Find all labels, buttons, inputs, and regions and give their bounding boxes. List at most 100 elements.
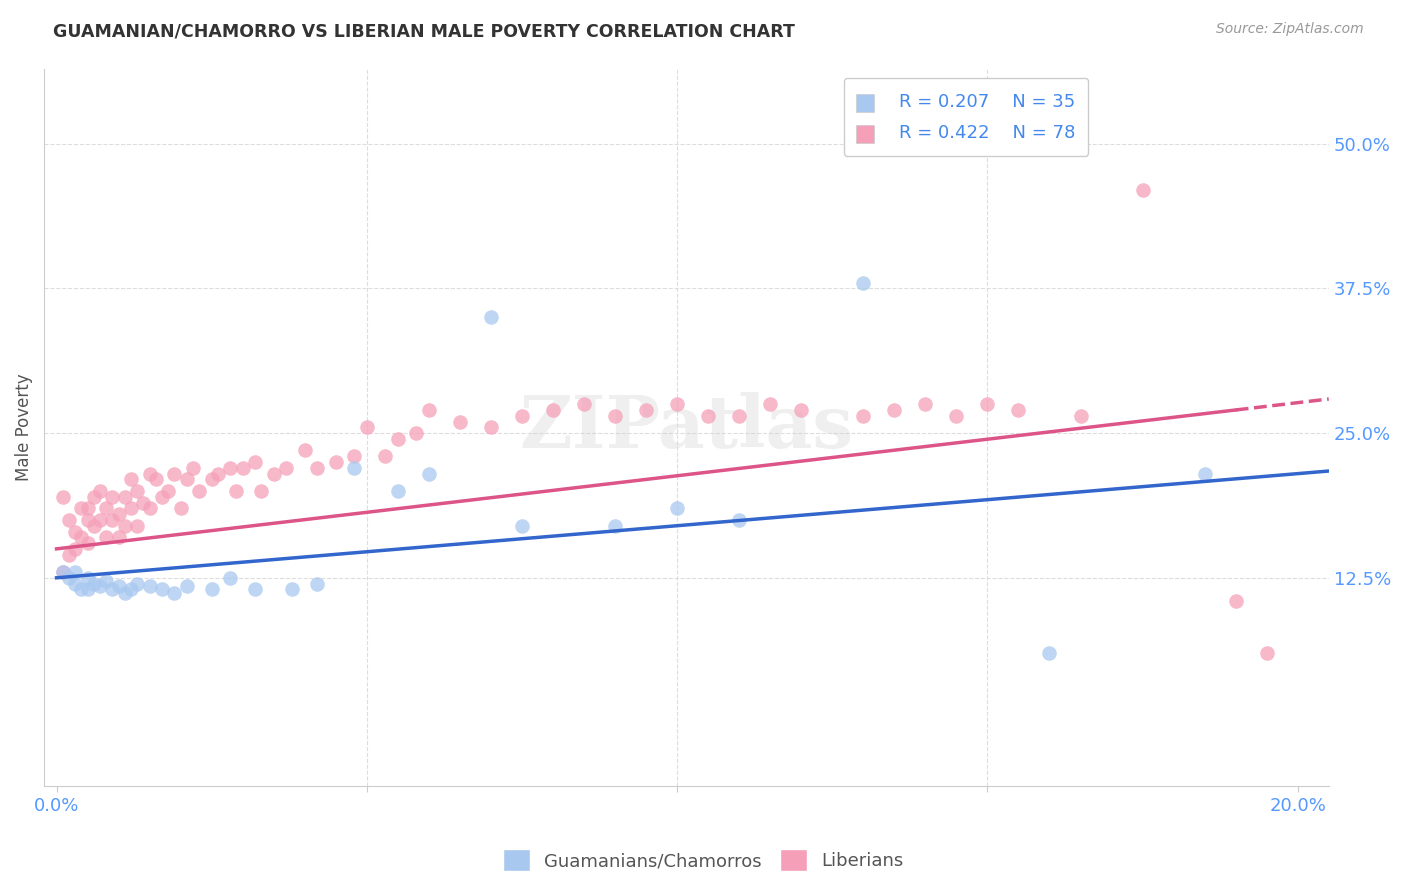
Point [63, 541, 86, 556]
Point [76, 501, 98, 516]
Point [418, 467, 440, 481]
Point [281, 582, 304, 597]
Point [96, 574, 118, 589]
Point [387, 432, 409, 446]
Text: GUAMANIAN/CHAMORRO VS LIBERIAN MALE POVERTY CORRELATION CHART: GUAMANIAN/CHAMORRO VS LIBERIAN MALE POVE… [53, 22, 796, 40]
Point [219, 460, 242, 475]
Point [63, 576, 86, 591]
Point [307, 576, 329, 591]
Point [157, 483, 180, 498]
Point [883, 403, 905, 417]
Point [418, 403, 440, 417]
Point [541, 403, 564, 417]
Point [405, 426, 427, 441]
Point [479, 310, 502, 325]
Point [52, 565, 75, 579]
Point [150, 490, 173, 504]
Point [58, 548, 80, 562]
Text: ZIPatlas: ZIPatlas [519, 392, 853, 463]
Point [70, 530, 93, 544]
Point [243, 455, 266, 469]
Point [107, 530, 129, 544]
Point [343, 460, 366, 475]
Point [666, 501, 689, 516]
Point [510, 409, 533, 423]
Point [387, 483, 409, 498]
Point [243, 582, 266, 597]
Y-axis label: Male Poverty: Male Poverty [15, 374, 32, 481]
Point [76, 513, 98, 527]
Point [63, 524, 86, 539]
Point [76, 582, 98, 597]
Point [138, 501, 160, 516]
Point [63, 565, 86, 579]
Point [83, 490, 105, 504]
Point [307, 460, 329, 475]
Point [325, 455, 347, 469]
Point [1007, 403, 1029, 417]
Point [120, 472, 142, 486]
Point [225, 483, 247, 498]
Point [150, 582, 173, 597]
Point [636, 403, 658, 417]
Point [1194, 467, 1216, 481]
Point [697, 409, 720, 423]
Point [176, 579, 198, 593]
Point [1225, 594, 1247, 608]
Point [120, 582, 142, 597]
Point [219, 571, 242, 585]
Point [145, 472, 167, 486]
Point [790, 403, 813, 417]
Point [120, 501, 142, 516]
Point [114, 490, 136, 504]
Point [83, 576, 105, 591]
Point [176, 472, 198, 486]
Point [976, 397, 998, 411]
Legend: R = 0.207    N = 35, R = 0.422    N = 78: R = 0.207 N = 35, R = 0.422 N = 78 [844, 78, 1088, 156]
Point [250, 483, 273, 498]
Point [132, 495, 155, 509]
Point [58, 571, 80, 585]
Point [127, 483, 149, 498]
Point [138, 579, 160, 593]
Point [76, 536, 98, 550]
Point [163, 586, 186, 600]
Point [169, 501, 191, 516]
Point [58, 513, 80, 527]
Legend: Guamanians/Chamorros, Liberians: Guamanians/Chamorros, Liberians [495, 842, 911, 879]
Point [52, 490, 75, 504]
Point [138, 467, 160, 481]
Point [107, 579, 129, 593]
Point [207, 467, 229, 481]
Point [83, 518, 105, 533]
Point [181, 460, 204, 475]
Point [107, 507, 129, 521]
Point [852, 276, 875, 290]
Point [101, 513, 124, 527]
Point [101, 490, 124, 504]
Point [449, 415, 471, 429]
Point [343, 450, 366, 464]
Point [70, 501, 93, 516]
Text: Source: ZipAtlas.com: Source: ZipAtlas.com [1216, 22, 1364, 37]
Point [127, 518, 149, 533]
Point [374, 450, 396, 464]
Point [52, 565, 75, 579]
Point [1132, 183, 1154, 197]
Point [294, 443, 316, 458]
Point [114, 586, 136, 600]
Point [1256, 646, 1278, 660]
Point [603, 518, 626, 533]
Point [356, 420, 378, 434]
Point [89, 513, 111, 527]
Point [163, 467, 186, 481]
Point [89, 483, 111, 498]
Point [572, 397, 595, 411]
Point [852, 409, 875, 423]
Point [101, 582, 124, 597]
Point [603, 409, 626, 423]
Point [728, 409, 751, 423]
Point [114, 518, 136, 533]
Point [70, 582, 93, 597]
Point [76, 571, 98, 585]
